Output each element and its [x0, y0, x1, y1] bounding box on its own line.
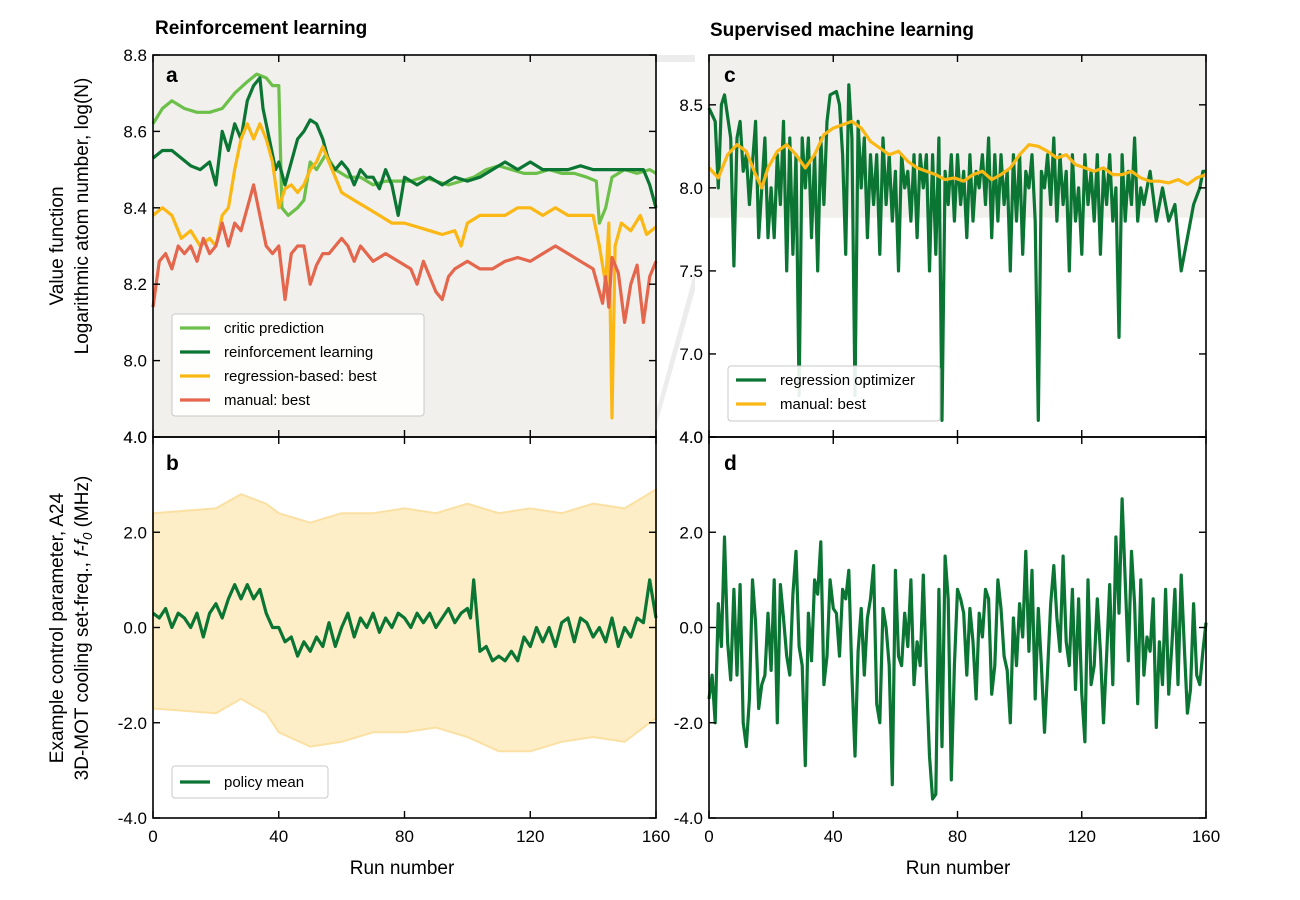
- left-column-title: Reinforcement learning: [155, 18, 367, 39]
- legend-box: [171, 313, 425, 417]
- series-line-c-0: [707, 83, 1206, 422]
- ylabel-top-line1: Value function: [47, 186, 68, 305]
- legend-box: [727, 365, 941, 422]
- panel-letter-d: d: [724, 452, 737, 475]
- ytick-label: 8.5: [679, 96, 703, 115]
- xlabel-right: Run number: [906, 858, 1011, 879]
- ytick-label: 4.0: [123, 428, 147, 447]
- series-line-d-0: [707, 497, 1208, 801]
- ytick-label: 8.6: [123, 122, 147, 141]
- ytick-label: 0.0: [679, 619, 703, 638]
- ytick-label: 7.5: [679, 262, 703, 281]
- xtick-label: 160: [1192, 827, 1220, 846]
- ytick-label: 8.8: [123, 46, 147, 65]
- xtick-label: 0: [704, 827, 713, 846]
- series-line-c-1: [707, 119, 1207, 190]
- xtick-label: 160: [642, 827, 670, 846]
- panel-letter-a: a: [166, 64, 178, 87]
- series-line-a-3: [151, 183, 658, 324]
- ytick-label: 8.0: [123, 352, 147, 371]
- ytick-label: 0.0: [123, 619, 147, 638]
- series-line-a-2: [151, 122, 658, 420]
- ytick-label: 4.0: [679, 428, 703, 447]
- legend-c: regression optimizer manual: best: [727, 365, 941, 422]
- ytick-label: 8.2: [123, 275, 147, 294]
- legend-label: reinforcement learning: [224, 344, 373, 361]
- series-line-a-0: [151, 72, 657, 225]
- legend-b: policy mean: [171, 765, 329, 799]
- xtick-label: 40: [824, 827, 843, 846]
- ytick-label: 2.0: [123, 523, 147, 542]
- panel-a: 8.8 8.6 8.4 8.2 8.0 4.0 critic prediction reinf…: [123, 46, 658, 447]
- ytick-label: 7.0: [679, 345, 703, 364]
- ytick-label: -4.0: [674, 809, 703, 828]
- ytick-label: 8.0: [679, 179, 703, 198]
- panel-letter-b: b: [166, 452, 179, 475]
- legend-label: regression optimizer: [780, 372, 915, 389]
- series-line-b-0: [152, 578, 658, 663]
- zoom-connector-bottom: [656, 270, 695, 428]
- ylabel-top-line2: Logarithmic atom number, log(N): [72, 78, 93, 355]
- panel-b: 4.0 2.0 0.0 -2.0 -4.00 40 80 120 160 policy mean: [118, 428, 670, 846]
- ytick-label: -4.0: [118, 809, 147, 828]
- legend-label: regression-based: best: [224, 368, 377, 385]
- ytick-label: 4.0: [123, 428, 147, 447]
- xtick-label: 80: [395, 827, 414, 846]
- xtick-label: 120: [1068, 827, 1096, 846]
- ytick-label: -2.0: [674, 714, 703, 733]
- xtick-label: 80: [948, 827, 967, 846]
- xtick-label: 0: [148, 827, 157, 846]
- right-column-title: Supervised machine learning: [710, 20, 974, 41]
- xtick-label: 40: [269, 827, 288, 846]
- ytick-label: 4.0: [679, 428, 703, 447]
- panel-c: 8.5 8.0 7.5 7.0 4.0 regression optimizer manua…: [679, 54, 1207, 447]
- legend-label: policy mean: [224, 774, 304, 791]
- xlabel-left: Run number: [350, 858, 455, 879]
- ytick-label: 2.0: [679, 523, 703, 542]
- legend-box: [171, 765, 329, 799]
- panel-letter-c: c: [724, 64, 736, 87]
- panel-d: 4.0 2.0 0.0 -2.0 -4.00 40 80 120 160: [674, 428, 1220, 846]
- series-line-a-1: [151, 76, 658, 217]
- xtick-label: 120: [516, 827, 544, 846]
- ylabel-bottom-line2: 3D-MOT cooling set-freq., f-f0 (MHz): [72, 476, 95, 781]
- ytick-label: 8.4: [123, 199, 147, 218]
- zoom-connector-top: [656, 55, 695, 62]
- legend-a: critic prediction reinforcement learning r…: [171, 313, 425, 417]
- ylabel-bottom-line1: Example control parameter, A24: [47, 492, 68, 763]
- legend-label: manual: best: [224, 392, 311, 409]
- legend-label: critic prediction: [224, 320, 324, 337]
- legend-label: manual: best: [780, 396, 867, 413]
- ytick-label: -2.0: [118, 714, 147, 733]
